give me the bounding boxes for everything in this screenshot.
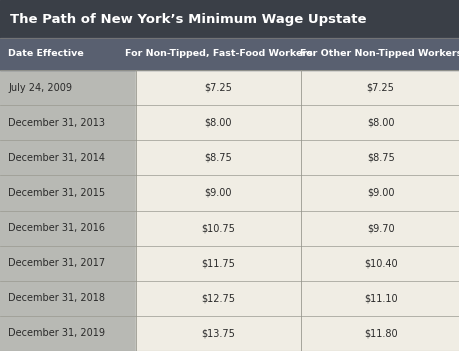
Text: $11.75: $11.75 bbox=[201, 258, 235, 268]
Text: $10.40: $10.40 bbox=[363, 258, 397, 268]
Text: $13.75: $13.75 bbox=[201, 329, 235, 338]
Bar bbox=[301, 105, 459, 140]
Bar bbox=[0, 70, 135, 105]
Text: $8.75: $8.75 bbox=[366, 153, 394, 163]
Bar bbox=[135, 140, 301, 176]
Text: The Path of New York’s Minimum Wage Upstate: The Path of New York’s Minimum Wage Upst… bbox=[10, 13, 366, 26]
Text: December 31, 2017: December 31, 2017 bbox=[8, 258, 105, 268]
Bar bbox=[135, 70, 301, 105]
Text: $10.75: $10.75 bbox=[201, 223, 235, 233]
Text: For Other Non-Tipped Workers: For Other Non-Tipped Workers bbox=[299, 49, 459, 59]
Text: $11.10: $11.10 bbox=[363, 293, 397, 303]
Bar bbox=[135, 176, 301, 211]
Bar bbox=[301, 246, 459, 281]
Text: For Non-Tipped, Fast-Food Workers: For Non-Tipped, Fast-Food Workers bbox=[124, 49, 312, 59]
Bar bbox=[0, 246, 135, 281]
Bar bbox=[135, 281, 301, 316]
Text: $8.00: $8.00 bbox=[204, 118, 232, 128]
Text: December 31, 2018: December 31, 2018 bbox=[8, 293, 105, 303]
Text: $12.75: $12.75 bbox=[201, 293, 235, 303]
Bar bbox=[135, 246, 301, 281]
Bar bbox=[135, 105, 301, 140]
Bar bbox=[0, 211, 135, 246]
Text: December 31, 2014: December 31, 2014 bbox=[8, 153, 105, 163]
Text: Date Effective: Date Effective bbox=[8, 49, 84, 59]
Bar bbox=[0, 316, 135, 351]
Bar bbox=[301, 281, 459, 316]
Bar bbox=[0, 38, 459, 70]
Bar bbox=[0, 140, 135, 176]
Text: December 31, 2013: December 31, 2013 bbox=[8, 118, 105, 128]
Bar bbox=[0, 281, 135, 316]
Text: $11.80: $11.80 bbox=[363, 329, 397, 338]
Bar bbox=[135, 316, 301, 351]
Bar bbox=[301, 316, 459, 351]
Text: $8.00: $8.00 bbox=[366, 118, 393, 128]
Text: $8.75: $8.75 bbox=[204, 153, 232, 163]
Bar bbox=[301, 176, 459, 211]
Text: July 24, 2009: July 24, 2009 bbox=[8, 82, 72, 93]
Bar bbox=[135, 211, 301, 246]
Bar bbox=[301, 70, 459, 105]
Text: $7.25: $7.25 bbox=[204, 82, 232, 93]
Text: $7.25: $7.25 bbox=[366, 82, 394, 93]
Text: December 31, 2015: December 31, 2015 bbox=[8, 188, 105, 198]
Bar bbox=[0, 176, 135, 211]
Bar bbox=[0, 105, 135, 140]
Bar bbox=[0, 0, 459, 38]
Text: $9.00: $9.00 bbox=[204, 188, 232, 198]
Bar bbox=[301, 211, 459, 246]
Text: December 31, 2016: December 31, 2016 bbox=[8, 223, 105, 233]
Bar bbox=[301, 140, 459, 176]
Text: $9.00: $9.00 bbox=[366, 188, 393, 198]
Text: December 31, 2019: December 31, 2019 bbox=[8, 329, 105, 338]
Text: $9.70: $9.70 bbox=[366, 223, 394, 233]
